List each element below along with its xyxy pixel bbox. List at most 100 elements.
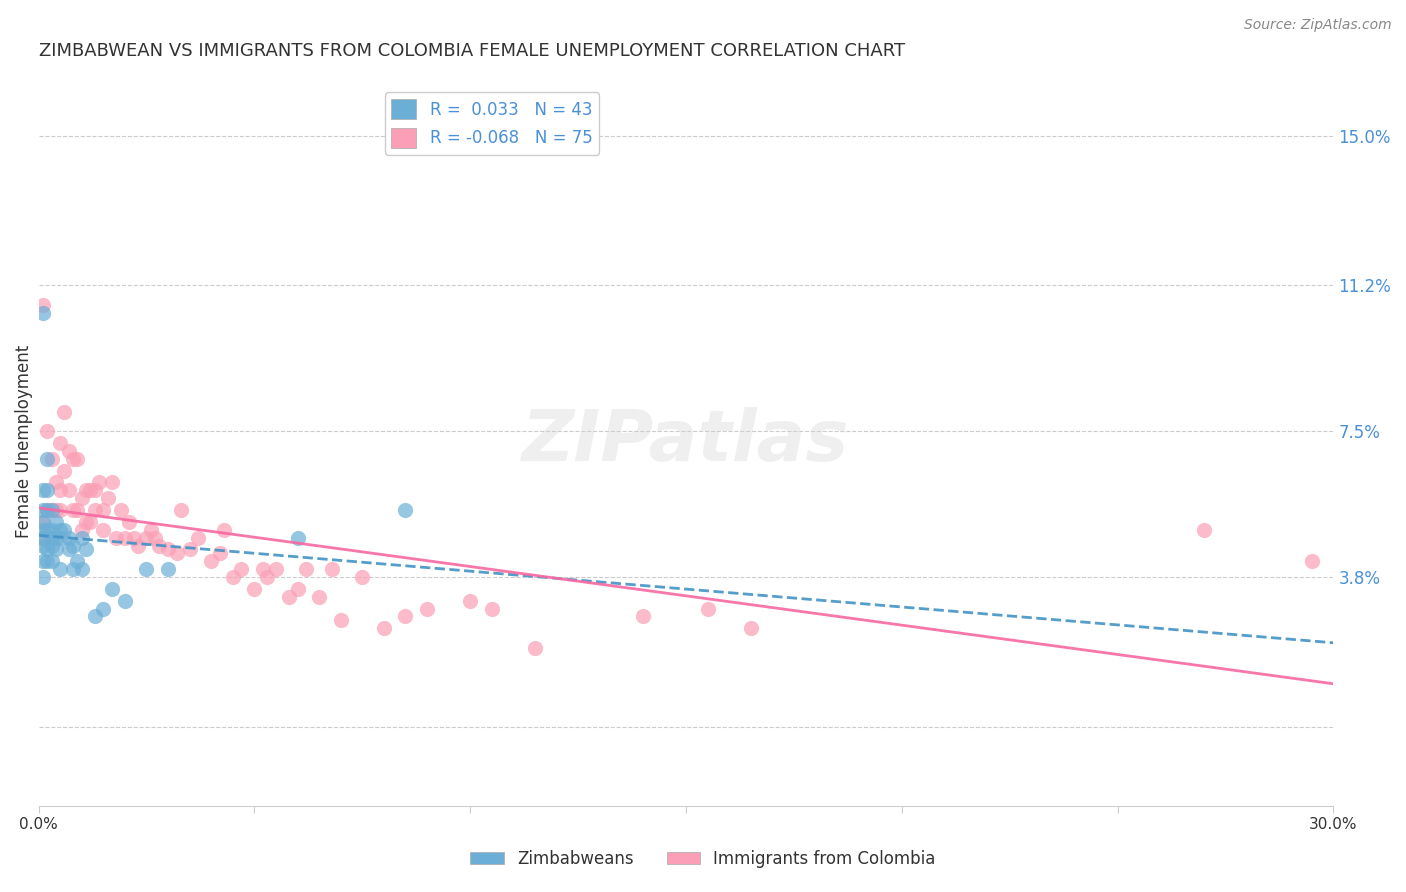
Point xyxy=(58,542,80,557)
Legend: Zimbabweans, Immigrants from Colombia: Zimbabweans, Immigrants from Colombia xyxy=(464,844,942,875)
Point xyxy=(31,554,53,568)
Point xyxy=(41,503,63,517)
Point xyxy=(49,483,72,498)
Point xyxy=(105,531,128,545)
Point xyxy=(114,593,136,607)
Point xyxy=(31,483,53,498)
Point xyxy=(31,306,53,320)
Point xyxy=(45,475,67,490)
Point xyxy=(394,609,416,624)
Point xyxy=(37,451,59,466)
Point xyxy=(481,601,503,615)
Point xyxy=(41,523,63,537)
Point xyxy=(321,562,343,576)
Point xyxy=(91,523,114,537)
Point xyxy=(53,464,76,478)
Point xyxy=(83,609,105,624)
Point xyxy=(1301,554,1323,568)
Point xyxy=(208,546,231,560)
Point xyxy=(31,298,53,312)
Point xyxy=(31,515,53,529)
Point xyxy=(148,539,170,553)
Point xyxy=(49,523,72,537)
Point xyxy=(31,570,53,584)
Point xyxy=(97,491,120,506)
Point xyxy=(62,562,84,576)
Point xyxy=(31,503,53,517)
Point xyxy=(264,562,287,576)
Text: ZIPatlas: ZIPatlas xyxy=(522,407,849,475)
Point xyxy=(352,570,374,584)
Point xyxy=(87,475,110,490)
Point xyxy=(135,562,157,576)
Point xyxy=(696,601,718,615)
Point xyxy=(157,562,180,576)
Point xyxy=(31,515,53,529)
Point xyxy=(41,554,63,568)
Point xyxy=(458,593,481,607)
Point xyxy=(127,539,149,553)
Point xyxy=(70,531,93,545)
Point xyxy=(31,531,53,545)
Point xyxy=(416,601,439,615)
Point xyxy=(41,531,63,545)
Point xyxy=(252,562,274,576)
Point xyxy=(740,621,762,635)
Point xyxy=(41,503,63,517)
Point xyxy=(58,531,80,545)
Text: ZIMBABWEAN VS IMMIGRANTS FROM COLOMBIA FEMALE UNEMPLOYMENT CORRELATION CHART: ZIMBABWEAN VS IMMIGRANTS FROM COLOMBIA F… xyxy=(38,42,904,60)
Point xyxy=(49,503,72,517)
Point xyxy=(37,424,59,438)
Point xyxy=(394,503,416,517)
Point xyxy=(37,503,59,517)
Point xyxy=(1192,523,1215,537)
Point xyxy=(308,590,330,604)
Point xyxy=(37,542,59,557)
Point xyxy=(243,582,266,596)
Point xyxy=(31,531,53,545)
Point xyxy=(45,531,67,545)
Point xyxy=(66,451,89,466)
Point xyxy=(49,562,72,576)
Point xyxy=(91,601,114,615)
Point xyxy=(139,523,162,537)
Point xyxy=(62,539,84,553)
Point xyxy=(83,483,105,498)
Point xyxy=(37,554,59,568)
Point xyxy=(135,531,157,545)
Point xyxy=(45,542,67,557)
Point xyxy=(70,523,93,537)
Point xyxy=(31,539,53,553)
Point xyxy=(79,515,101,529)
Point xyxy=(277,590,299,604)
Point xyxy=(31,523,53,537)
Point xyxy=(58,444,80,458)
Point xyxy=(373,621,395,635)
Point xyxy=(295,562,318,576)
Point xyxy=(256,570,278,584)
Point xyxy=(110,503,132,517)
Point xyxy=(41,451,63,466)
Point xyxy=(45,515,67,529)
Point xyxy=(222,570,245,584)
Point xyxy=(157,542,180,557)
Point xyxy=(166,546,188,560)
Point xyxy=(329,614,352,628)
Point xyxy=(287,582,309,596)
Point xyxy=(631,609,654,624)
Point xyxy=(83,503,105,517)
Point xyxy=(53,404,76,418)
Point xyxy=(70,491,93,506)
Point xyxy=(179,542,201,557)
Point xyxy=(91,503,114,517)
Point xyxy=(101,582,124,596)
Point xyxy=(75,542,97,557)
Point xyxy=(70,562,93,576)
Point xyxy=(75,483,97,498)
Point xyxy=(37,523,59,537)
Point xyxy=(58,483,80,498)
Point xyxy=(101,475,124,490)
Point xyxy=(41,539,63,553)
Point xyxy=(45,503,67,517)
Point xyxy=(37,503,59,517)
